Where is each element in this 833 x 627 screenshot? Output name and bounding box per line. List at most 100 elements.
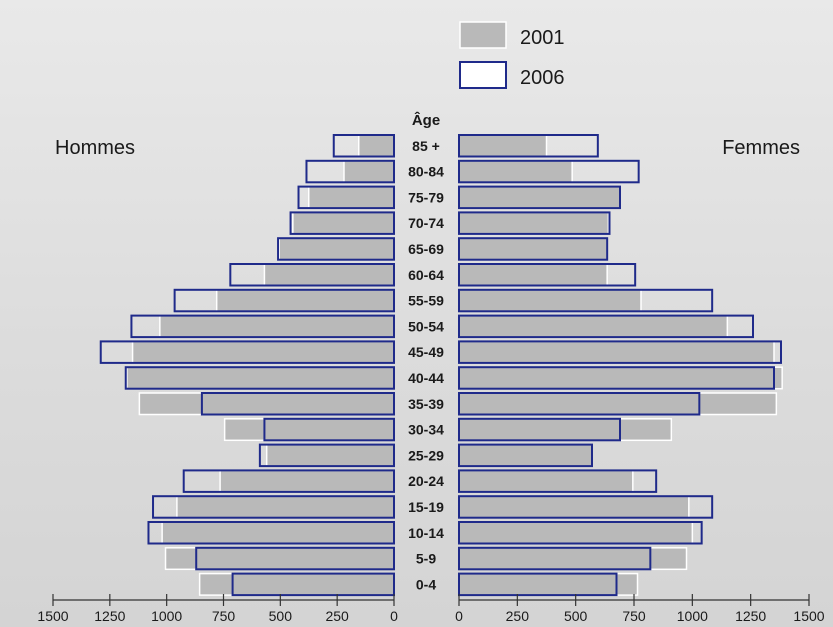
bar-2006-men-30-34 — [263, 417, 396, 442]
bar-2001-women-20-24 — [458, 469, 634, 493]
legend-swatch-2006 — [459, 61, 507, 89]
right-group-label: Femmes — [722, 137, 800, 159]
age-label: 70-74 — [408, 215, 444, 231]
bar-2001-men-10-14 — [161, 521, 395, 545]
bar-2006-women-10-14 — [458, 521, 703, 545]
men-axis-tick-label: 1250 — [94, 608, 125, 624]
bar-2001-men-20-24 — [219, 469, 395, 493]
bar-2001-men-15-19 — [176, 495, 395, 519]
age-label: 15-19 — [408, 499, 444, 515]
bar-2001-men-30-34 — [223, 418, 395, 442]
bar-2001-women-45-49 — [458, 340, 775, 364]
bar-2006-women-45-49 — [458, 340, 782, 364]
age-label: 35-39 — [408, 396, 444, 412]
bar-2006-men-85 — [332, 134, 395, 158]
bar-2001-women-0-4 — [458, 572, 639, 596]
bar-2001-women-75-79 — [458, 185, 621, 209]
bar-2006-women-5-9 — [458, 546, 652, 571]
bar-2001-men-60-64 — [263, 263, 395, 287]
legend: 2001 2006 — [459, 21, 565, 89]
bar-2001-women-65-69 — [458, 237, 608, 261]
bar-2006-women-75-79 — [458, 185, 621, 210]
bar-2006-men-40-44 — [124, 366, 395, 390]
age-label: 20-24 — [408, 473, 444, 489]
bar-2006-men-5-9 — [195, 546, 395, 571]
bar-2006-women-20-24 — [458, 469, 658, 493]
bar-2006-women-30-34 — [458, 417, 621, 442]
bar-2006-women-55-59 — [458, 288, 714, 313]
bar-2006-men-35-39 — [200, 392, 395, 416]
men-axis-tick-label: 1000 — [151, 608, 182, 624]
age-label: 40-44 — [408, 370, 444, 386]
bar-2001-men-45-49 — [131, 340, 395, 364]
women-axis-tick-label: 250 — [506, 608, 530, 624]
age-axis-title: Âge — [412, 111, 440, 129]
bar-2006-women-60-64 — [458, 263, 637, 287]
bar-2006-men-65-69 — [277, 237, 395, 261]
legend-swatch-2001 — [459, 21, 507, 49]
age-label: 25-29 — [408, 447, 444, 463]
bar-2001-women-70-74 — [458, 211, 610, 235]
bar-2006-men-80-84 — [305, 159, 395, 184]
age-label: 5-9 — [416, 551, 436, 567]
bars-2001 — [126, 134, 783, 596]
bar-2001-women-85 — [458, 134, 548, 158]
women-axis-tick-label: 1250 — [735, 608, 766, 624]
bar-2001-women-40-44 — [458, 366, 783, 390]
women-axis-tick-label: 1500 — [793, 608, 824, 624]
bar-2001-women-35-39 — [458, 392, 778, 416]
women-axis-tick-label: 500 — [564, 608, 588, 624]
age-label: 0-4 — [416, 576, 436, 592]
bar-2006-men-25-29 — [258, 443, 395, 468]
bar-2001-men-5-9 — [164, 547, 395, 571]
legend-label-2006: 2006 — [520, 67, 565, 89]
bar-2001-men-35-39 — [138, 392, 395, 416]
bar-2001-men-75-79 — [308, 185, 395, 209]
bar-2006-women-85 — [458, 134, 599, 158]
left-group-label: Hommes — [55, 137, 135, 159]
bar-2006-men-75-79 — [297, 185, 395, 210]
bar-2001-women-10-14 — [458, 521, 694, 545]
women-axis-tick-label: 750 — [622, 608, 646, 624]
men-axis-tick-label: 250 — [325, 608, 349, 624]
bar-2006-women-35-39 — [458, 392, 701, 416]
bar-2001-men-25-29 — [265, 443, 395, 467]
bar-2001-women-5-9 — [458, 547, 688, 571]
bar-2001-men-85 — [358, 134, 395, 158]
age-label: 60-64 — [408, 267, 444, 283]
bar-2001-men-55-59 — [215, 289, 395, 313]
men-axis-tick-label: 1500 — [37, 608, 68, 624]
bar-2001-men-50-54 — [159, 314, 395, 338]
bar-2006-men-60-64 — [229, 263, 395, 287]
age-label: 65-69 — [408, 241, 444, 257]
bar-2001-women-80-84 — [458, 160, 573, 184]
bar-2001-men-70-74 — [292, 211, 395, 235]
bar-2006-women-50-54 — [458, 314, 754, 339]
age-label: 45-49 — [408, 344, 444, 360]
bar-2006-women-65-69 — [458, 237, 609, 261]
age-label: 30-34 — [408, 422, 444, 438]
men-axis-tick-label: 0 — [390, 608, 398, 624]
bar-2006-men-10-14 — [147, 521, 395, 545]
bar-2006-women-0-4 — [458, 572, 618, 597]
bar-2001-men-65-69 — [278, 237, 395, 261]
bar-2001-men-40-44 — [126, 366, 395, 390]
bar-2006-women-80-84 — [458, 159, 640, 184]
bar-2006-men-70-74 — [289, 211, 395, 235]
age-label: 80-84 — [408, 164, 444, 180]
age-label: 55-59 — [408, 293, 444, 309]
bar-2001-men-80-84 — [343, 160, 395, 184]
bar-2006-men-55-59 — [173, 288, 395, 313]
bar-2006-men-15-19 — [152, 495, 395, 519]
age-label: 50-54 — [408, 318, 444, 334]
women-axis-tick-label: 1000 — [677, 608, 708, 624]
bar-2001-women-15-19 — [458, 495, 690, 519]
bar-2006-women-15-19 — [458, 495, 714, 519]
bar-2006-women-25-29 — [458, 443, 593, 468]
age-label: 85 + — [412, 138, 440, 154]
bar-2006-men-50-54 — [130, 314, 395, 339]
bar-2001-women-30-34 — [458, 418, 673, 442]
bar-2001-women-50-54 — [458, 314, 729, 338]
